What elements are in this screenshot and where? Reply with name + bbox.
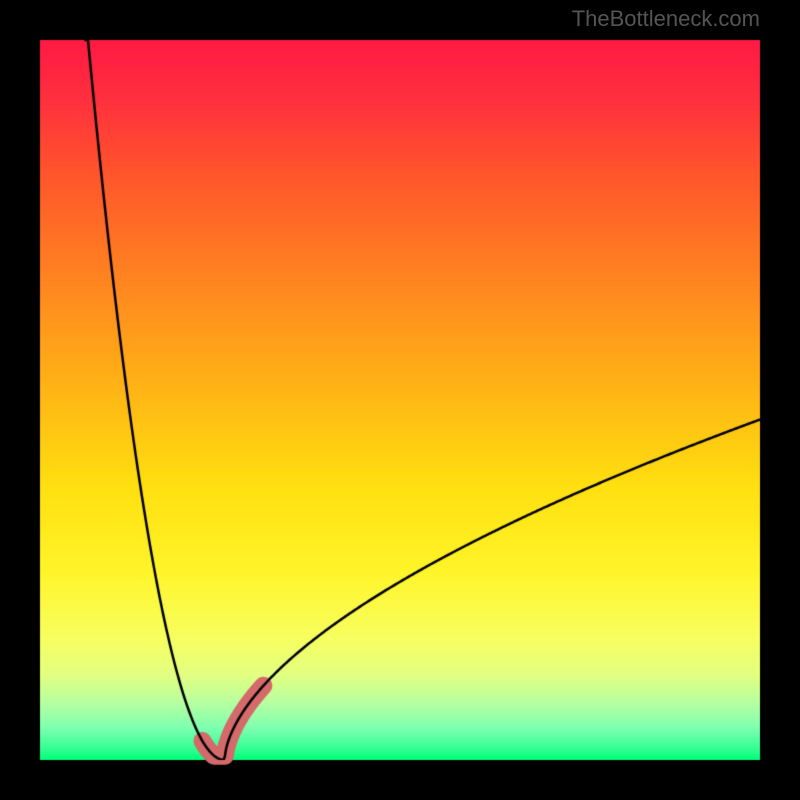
bottleneck-curve-chart (0, 0, 800, 800)
watermark-text: TheBottleneck.com (572, 6, 760, 32)
chart-stage: TheBottleneck.com (0, 0, 800, 800)
